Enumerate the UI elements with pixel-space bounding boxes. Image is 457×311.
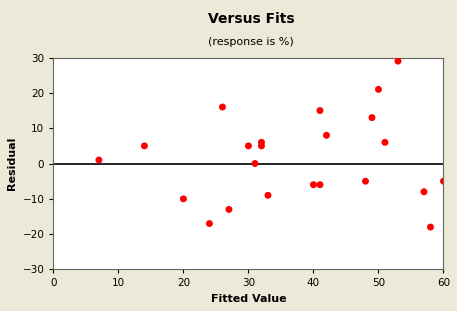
Point (446, 253, 454, 258)
Point (219, 104, 226, 109)
Point (180, 196, 187, 201)
Point (206, 221, 213, 226)
Point (323, 133, 330, 138)
Point (141, 143, 148, 148)
Text: Versus Fits: Versus Fits (208, 12, 295, 26)
Point (316, 108, 324, 113)
Point (264, 193, 271, 198)
Point (368, 115, 376, 120)
Point (310, 182, 317, 187)
Point (362, 179, 369, 184)
Point (316, 182, 324, 187)
Point (394, 59, 402, 64)
Point (258, 143, 265, 148)
Point (427, 225, 434, 230)
Point (381, 140, 388, 145)
Point (420, 189, 428, 194)
Point (251, 161, 259, 166)
Point (440, 179, 447, 184)
Point (258, 140, 265, 145)
X-axis label: Fitted Value: Fitted Value (211, 294, 286, 304)
Y-axis label: Residual: Residual (7, 137, 17, 190)
Point (225, 207, 233, 212)
Point (375, 87, 382, 92)
Point (95, 157, 102, 162)
Point (245, 143, 252, 148)
Text: (response is %): (response is %) (208, 37, 294, 47)
